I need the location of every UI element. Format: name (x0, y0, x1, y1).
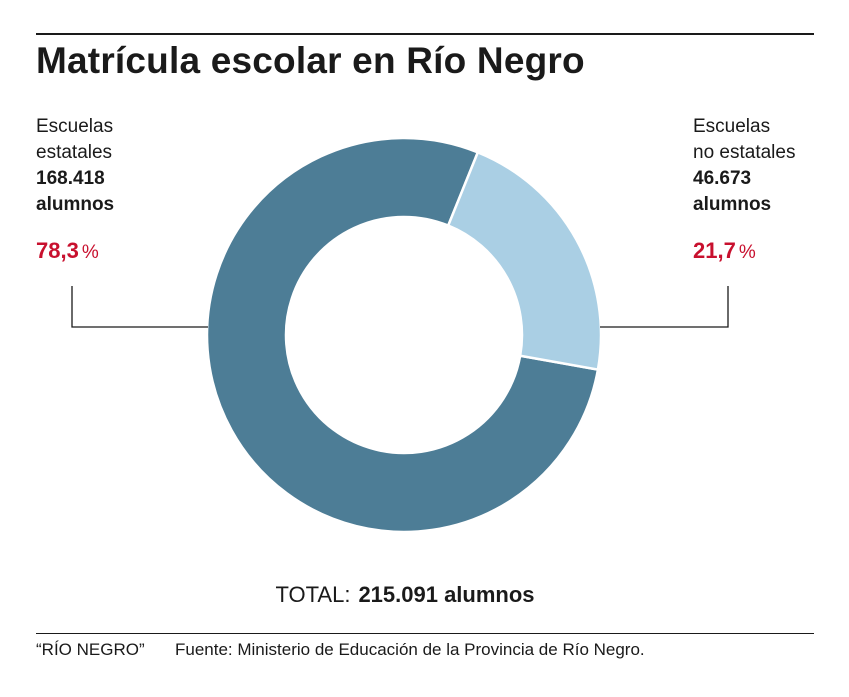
legend-estatales: Escuelas estatales 168.418 alumnos 78,3% (36, 114, 166, 266)
no-estatales-label-line1: Escuelas (693, 116, 771, 137)
no-estatales-percent-symbol: % (738, 242, 756, 263)
no-estatales-unit: alumnos (693, 194, 772, 215)
slice-no-estatales (446, 150, 603, 372)
estatales-label-line1: Escuelas (36, 116, 114, 137)
footer-credit: “RÍO NEGRO” (36, 640, 145, 659)
estatales-percent-value: 78,3 (36, 238, 79, 263)
estatales-label-line2: estatales (36, 142, 113, 163)
leader-line-estatales (71, 286, 208, 328)
chart-title: Matrícula escolar en Río Negro (36, 40, 585, 81)
estatales-unit: alumnos (36, 194, 115, 215)
estatales-percent-symbol: % (81, 242, 99, 263)
no-estatales-count: 46.673 (693, 168, 752, 189)
bottom-rule (36, 633, 814, 634)
legend-no-estatales: Escuelas no estatales 46.673 alumnos 21,… (693, 114, 823, 266)
estatales-percent: 78,3% (36, 238, 166, 266)
no-estatales-percent: 21,7% (693, 238, 823, 266)
no-estatales-label-line2: no estatales (693, 142, 796, 163)
total-label: TOTAL: (275, 582, 351, 607)
leader-line-no-estatales (600, 286, 729, 328)
estatales-count: 168.418 (36, 168, 105, 189)
footer-source: Fuente: Ministerio de Educación de la Pr… (175, 640, 645, 659)
no-estatales-percent-value: 21,7 (693, 238, 736, 263)
total: TOTAL: 215.091 alumnos (0, 582, 810, 608)
top-rule (36, 33, 814, 35)
total-value: 215.091 alumnos (358, 582, 535, 607)
slice-estatales (205, 136, 600, 534)
